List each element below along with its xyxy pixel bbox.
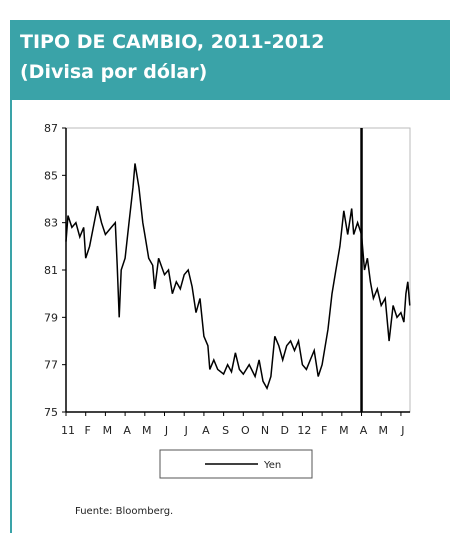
x-tick-label: J xyxy=(164,424,168,437)
x-tick-label: A xyxy=(123,424,131,437)
x-tick-label: 12 xyxy=(297,424,311,437)
y-tick-label: 83 xyxy=(44,217,58,230)
chart-subtitle: (Divisa por dólar) xyxy=(20,61,207,83)
legend-label: Yen xyxy=(263,460,281,471)
x-tick-label: F xyxy=(321,424,327,437)
x-tick-label: O xyxy=(241,424,250,437)
header-band xyxy=(10,20,450,100)
x-tick-label: J xyxy=(184,424,188,437)
x-tick-label: A xyxy=(360,424,368,437)
x-tick-label: F xyxy=(85,424,91,437)
x-tick-label: M xyxy=(378,424,388,437)
x-tick-label: A xyxy=(202,424,210,437)
x-tick-label: N xyxy=(261,424,269,437)
x-tick-label: M xyxy=(339,424,349,437)
x-tick-label: 11 xyxy=(61,424,75,437)
y-tick-label: 81 xyxy=(44,264,58,277)
chart-title: TIPO DE CAMBIO, 2011-2012 xyxy=(20,31,324,53)
y-tick-label: 87 xyxy=(44,122,58,135)
x-tick-label: S xyxy=(222,424,229,437)
y-tick-label: 79 xyxy=(44,311,58,324)
y-tick-label: 77 xyxy=(44,359,58,372)
x-tick-label: M xyxy=(103,424,113,437)
x-tick-label: D xyxy=(280,424,288,437)
series-line xyxy=(65,163,411,391)
source: Fuente: Bloomberg. xyxy=(75,506,173,517)
x-tick-label: M xyxy=(142,424,152,437)
legend xyxy=(159,449,313,479)
x-tick-label: J xyxy=(400,424,404,437)
y-tick-label: 85 xyxy=(44,169,58,182)
y-tick-label: 75 xyxy=(44,406,58,419)
